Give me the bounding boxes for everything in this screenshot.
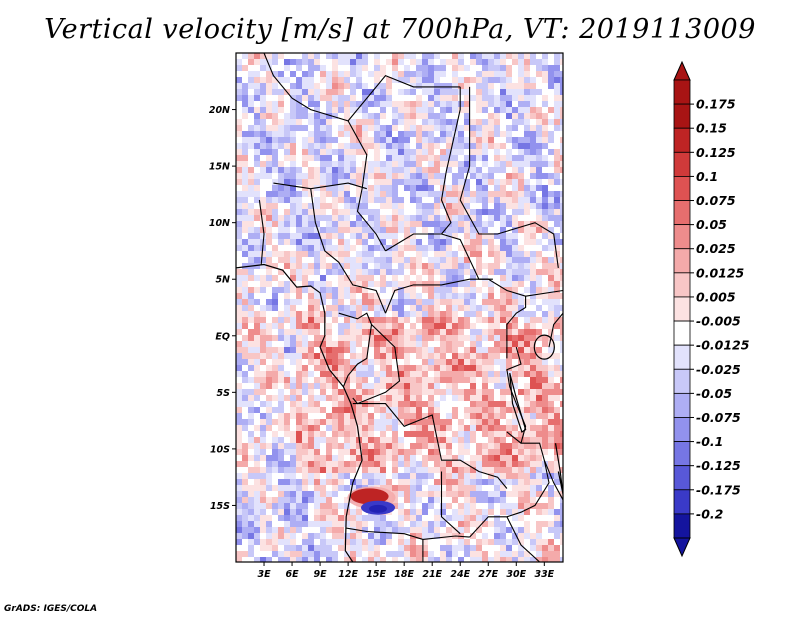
colorbar-swatch — [673, 176, 691, 201]
lon-tick-label: 24E — [450, 569, 470, 580]
lon-tick-label: 21E — [422, 569, 442, 580]
colorbar-swatch — [673, 368, 691, 394]
colorbar-swatch — [673, 441, 691, 467]
colorbar-swatch — [673, 127, 691, 153]
colorbar-swatch — [673, 200, 691, 226]
colorbar-label: 0.1 — [696, 169, 718, 184]
lon-tick-label: 15E — [366, 569, 386, 580]
lon-tick-label: 27E — [478, 569, 498, 580]
colorbar-swatch — [673, 465, 691, 491]
colorbar-swatch — [673, 248, 691, 274]
colorbar: 0.175 0.15 0.125 0.1 0.075 0.05 0.025 0.0125 0.0… — [673, 60, 750, 558]
map-frame — [235, 52, 564, 563]
map-title: Vertical velocity [m/s] at 700hPa, VT: 2… — [44, 14, 756, 45]
colorbar-label: 0.075 — [696, 193, 736, 208]
colorbar-swatch — [673, 79, 691, 105]
lon-tick-label: 3E — [257, 569, 271, 580]
lat-tick-label: 15N — [209, 162, 230, 173]
colorbar-label: -0.05 — [696, 386, 732, 401]
colorbar-swatch — [673, 296, 691, 322]
colorbar-label: 0.15 — [696, 121, 727, 136]
colorbar-label: -0.175 — [696, 482, 741, 497]
colorbar-swatch — [673, 272, 691, 298]
vertical-velocity-field — [236, 53, 563, 562]
colorbar-swatch — [673, 489, 691, 515]
country-borders — [236, 53, 563, 562]
latitude-axis: 20N 15N 10N 5N EQ 5S 10S 15S — [209, 105, 236, 512]
lon-tick-label: 33E — [534, 569, 554, 580]
lon-tick-label: 12E — [338, 569, 358, 580]
colorbar-label: -0.025 — [696, 362, 741, 377]
colorbar-label: -0.005 — [696, 314, 741, 329]
lat-tick-label: 10N — [209, 218, 230, 229]
colorbar-label: 0.005 — [696, 289, 736, 304]
lon-tick-label: 9E — [314, 569, 328, 580]
lon-tick-label: 6E — [286, 569, 300, 580]
colorbar-swatch — [673, 513, 691, 539]
lat-tick-label: 5S — [217, 388, 231, 399]
colorbar-label: -0.1 — [696, 434, 723, 449]
colorbar-label: 0.05 — [696, 217, 727, 232]
colorbar-label: 0.025 — [696, 241, 736, 256]
lon-tick-label: 18E — [394, 569, 414, 580]
lat-tick-label: 15S — [210, 501, 230, 512]
colorbar-swatch — [673, 224, 691, 250]
lat-tick-label: EQ — [215, 331, 230, 342]
longitude-axis: 3E 6E 9E 12E 15E 18E 21E 24E 27E 30E 33E — [257, 562, 555, 580]
colorbar-label: -0.2 — [696, 506, 723, 521]
lat-tick-label: 5N — [215, 275, 230, 286]
colorbar-bottom-arrow — [673, 537, 691, 558]
colorbar-swatch — [673, 417, 691, 442]
colorbar-label: -0.0125 — [696, 338, 750, 353]
colorbar-top-arrow — [673, 60, 691, 81]
footer-credit: GrADS: IGES/COLA — [4, 604, 98, 614]
colorbar-label: -0.075 — [696, 410, 741, 425]
lat-tick-label: 10S — [210, 444, 230, 455]
colorbar-label: 0.125 — [696, 145, 736, 160]
colorbar-swatch — [673, 344, 691, 370]
colorbar-label: -0.125 — [696, 458, 741, 473]
colorbar-swatch — [673, 103, 691, 129]
colorbar-swatch — [673, 151, 691, 177]
colorbar-swatch — [673, 392, 691, 418]
lon-tick-label: 30E — [506, 569, 526, 580]
colorbar-swatch — [673, 320, 691, 346]
colorbar-label: 0.175 — [696, 97, 736, 112]
lat-tick-label: 20N — [209, 105, 230, 116]
colorbar-label: 0.0125 — [696, 265, 745, 280]
